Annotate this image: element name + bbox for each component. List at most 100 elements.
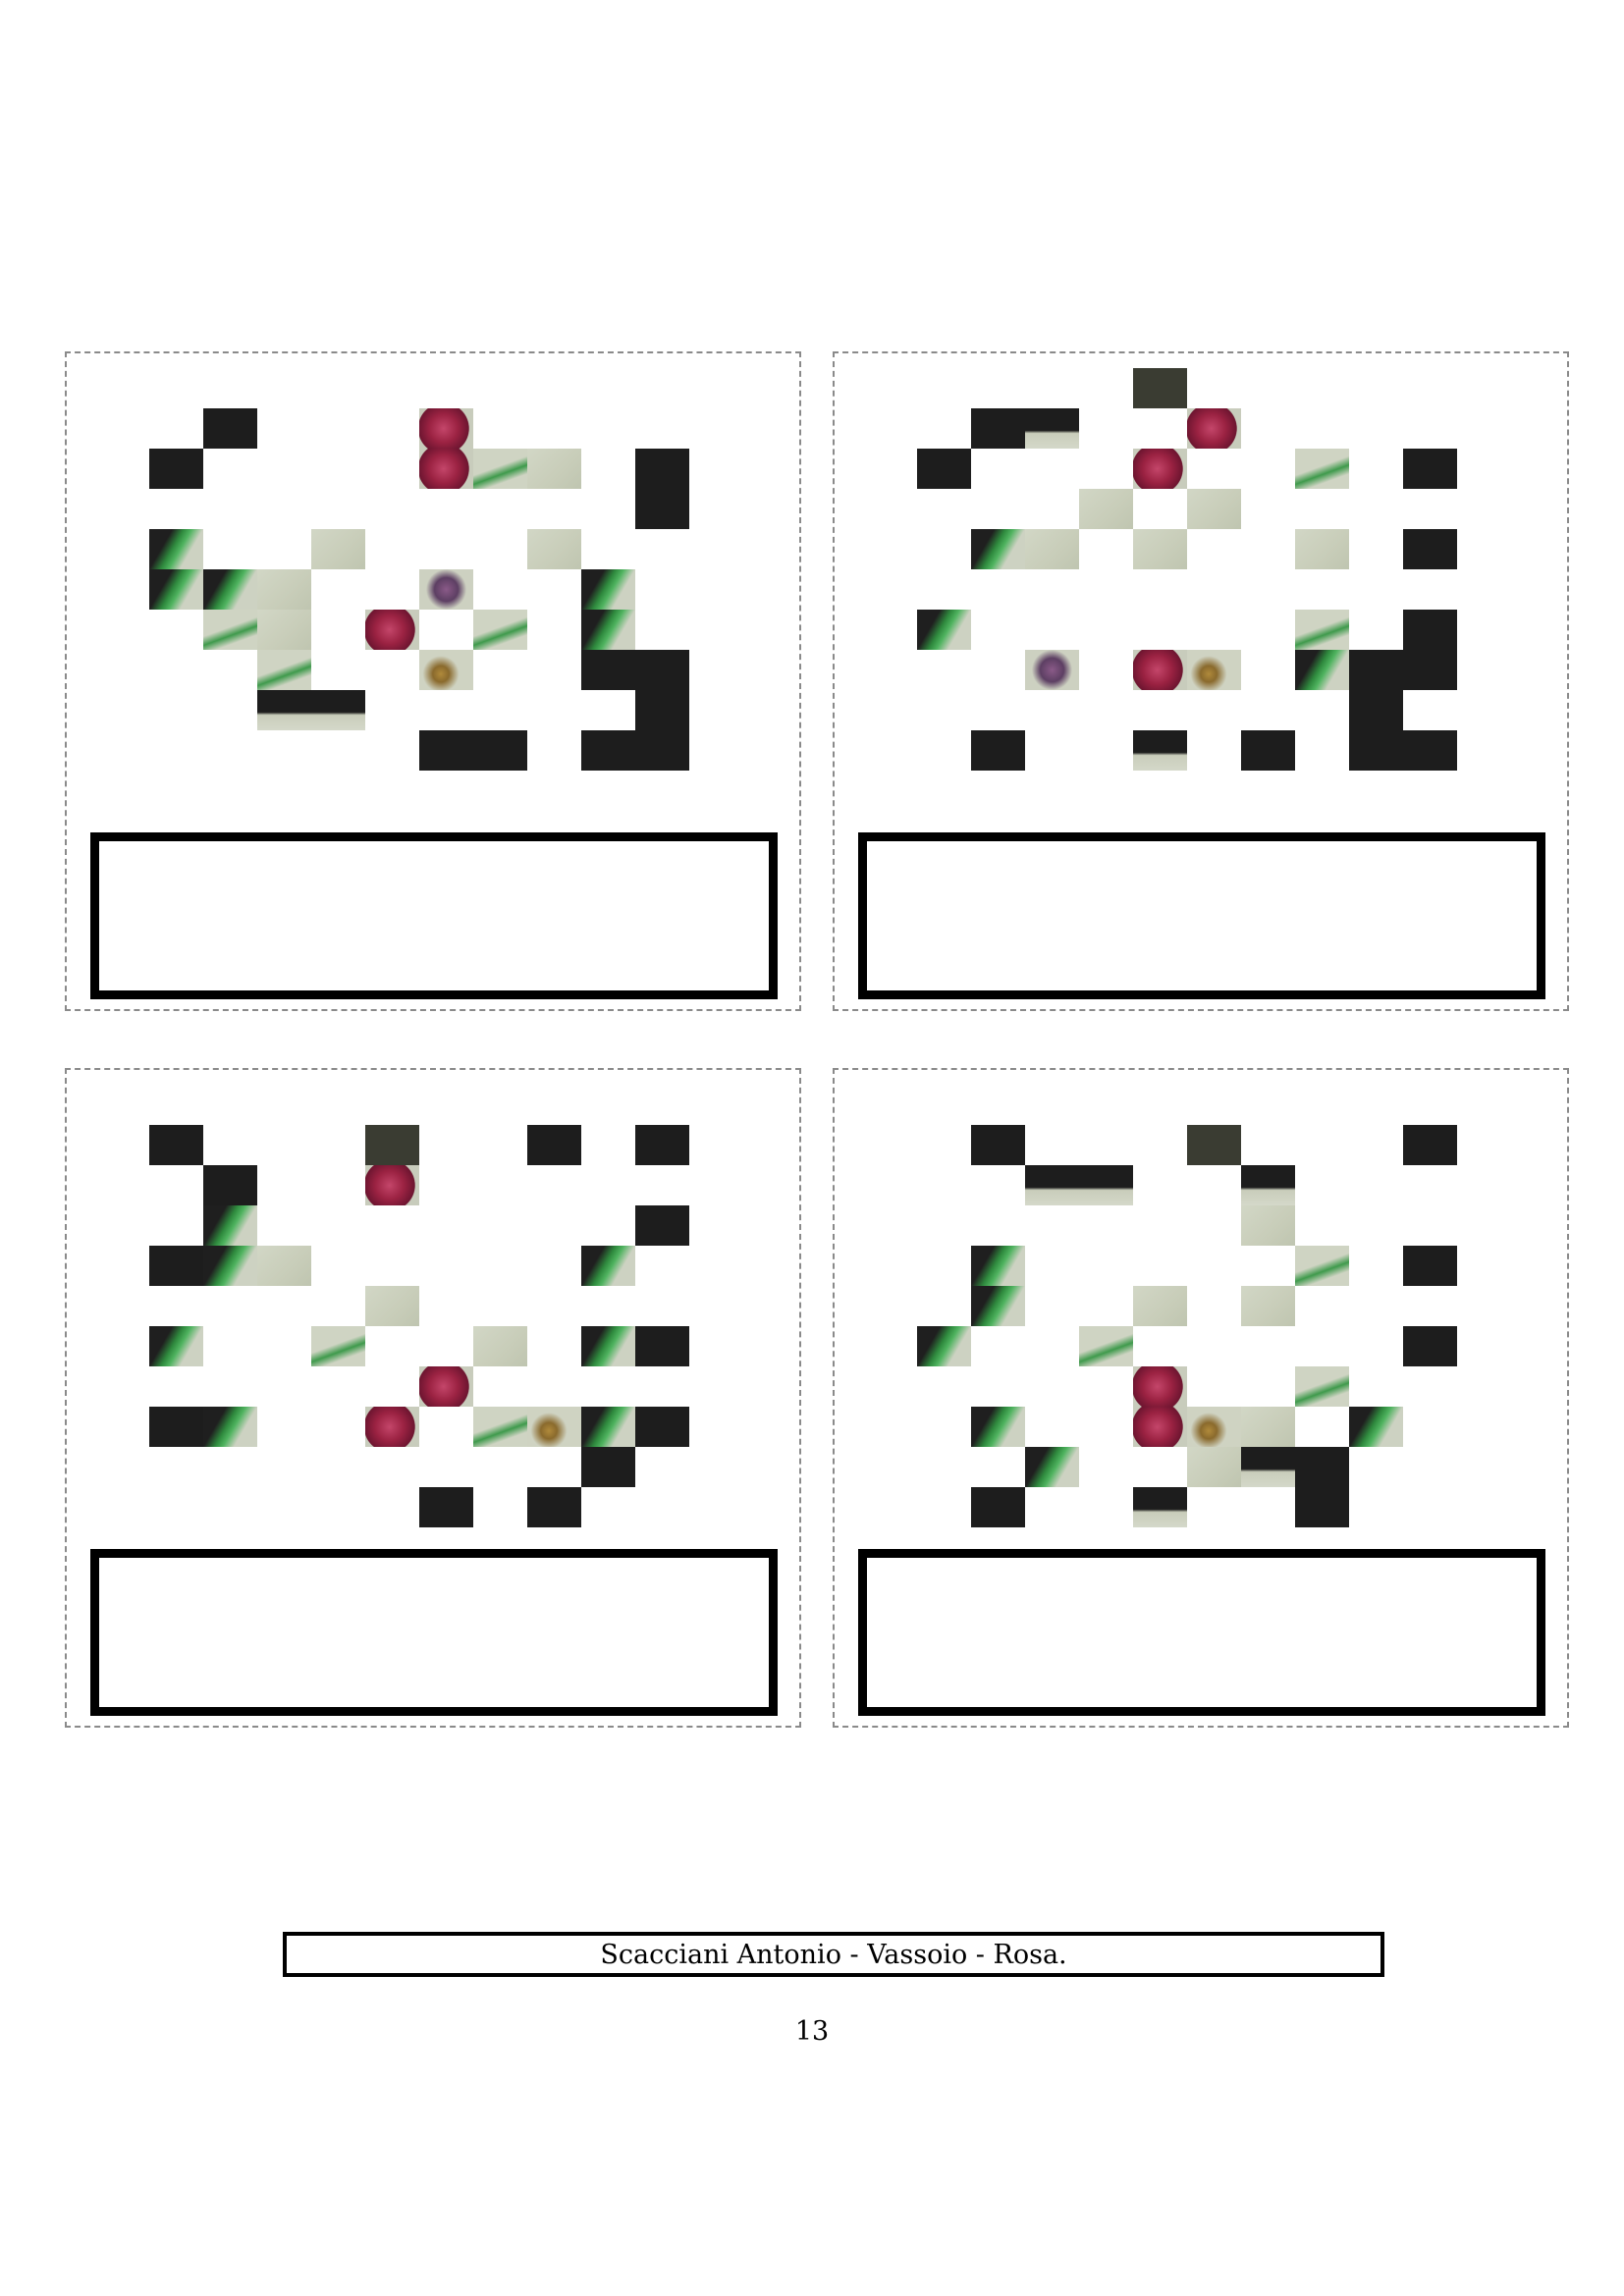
tile xyxy=(473,1326,527,1366)
tile xyxy=(1187,408,1241,449)
tile xyxy=(1295,1447,1349,1487)
tile xyxy=(917,610,971,650)
tile xyxy=(1079,489,1133,529)
tile xyxy=(527,449,581,489)
tile xyxy=(971,529,1025,569)
tile xyxy=(971,1246,1025,1286)
tile xyxy=(1295,1366,1349,1407)
tile xyxy=(1025,1165,1079,1205)
tile xyxy=(917,449,971,489)
tile xyxy=(149,1246,203,1286)
tile xyxy=(581,730,635,771)
tile xyxy=(1295,610,1349,650)
tile xyxy=(257,610,311,650)
tile xyxy=(1403,1125,1457,1165)
answer-box-1[interactable] xyxy=(90,832,778,999)
tile xyxy=(1187,1447,1241,1487)
tile xyxy=(1079,1326,1133,1366)
puzzle-card-2 xyxy=(833,351,1569,1011)
tile xyxy=(635,449,689,489)
page-number: 13 xyxy=(794,2016,830,2047)
tile xyxy=(473,730,527,771)
tile xyxy=(581,1447,635,1487)
tile xyxy=(1187,650,1241,690)
tile xyxy=(473,449,527,489)
tile xyxy=(1403,449,1457,489)
tile xyxy=(1133,1366,1187,1407)
tile xyxy=(581,1326,635,1366)
tile xyxy=(1079,1165,1133,1205)
tile xyxy=(149,529,203,569)
tile xyxy=(1025,408,1079,449)
tile xyxy=(203,1246,257,1286)
tile xyxy=(257,690,311,730)
puzzle-tiles-2 xyxy=(917,368,1457,786)
tile xyxy=(1133,730,1187,771)
tile xyxy=(1403,730,1457,771)
tile xyxy=(1133,449,1187,489)
tile xyxy=(311,690,365,730)
tile xyxy=(365,1286,419,1326)
tile xyxy=(203,1165,257,1205)
tile xyxy=(581,610,635,650)
tile xyxy=(971,408,1025,449)
tile xyxy=(1403,529,1457,569)
tile xyxy=(1187,1407,1241,1447)
tile xyxy=(635,489,689,529)
tile xyxy=(971,1487,1025,1527)
tile xyxy=(1403,1326,1457,1366)
puzzle-card-1 xyxy=(65,351,801,1011)
tile xyxy=(419,650,473,690)
tile xyxy=(1241,730,1295,771)
tile xyxy=(527,1125,581,1165)
tile xyxy=(635,1125,689,1165)
tile xyxy=(1349,690,1403,730)
tile xyxy=(311,1326,365,1366)
tile xyxy=(1295,1487,1349,1527)
tile xyxy=(365,1165,419,1205)
tile xyxy=(1133,1407,1187,1447)
tile xyxy=(1241,1407,1295,1447)
tile xyxy=(203,569,257,610)
puzzle-tiles-4 xyxy=(917,1125,1457,1527)
tile xyxy=(1133,1286,1187,1326)
puzzle-tiles-3 xyxy=(149,1125,689,1527)
tile xyxy=(1133,368,1187,408)
tile xyxy=(1025,1447,1079,1487)
tile xyxy=(473,1407,527,1447)
tile xyxy=(473,610,527,650)
tile xyxy=(1295,650,1349,690)
tile xyxy=(635,1205,689,1246)
tile xyxy=(1403,1246,1457,1286)
tile xyxy=(971,1125,1025,1165)
tile xyxy=(365,1125,419,1165)
tile xyxy=(203,610,257,650)
tile xyxy=(365,1407,419,1447)
tile xyxy=(527,1407,581,1447)
puzzle-card-3 xyxy=(65,1068,801,1728)
tile xyxy=(203,1205,257,1246)
tile xyxy=(419,569,473,610)
answer-box-2[interactable] xyxy=(858,832,1545,999)
tile xyxy=(1295,449,1349,489)
answer-box-4[interactable] xyxy=(858,1549,1545,1716)
tile xyxy=(581,569,635,610)
answer-box-3[interactable] xyxy=(90,1549,778,1716)
tile xyxy=(971,1286,1025,1326)
caption-box: Scacciani Antonio - Vassoio - Rosa. xyxy=(283,1932,1384,1977)
tile xyxy=(971,730,1025,771)
tile xyxy=(1349,1407,1403,1447)
puzzle-tiles-1 xyxy=(149,408,689,786)
tile xyxy=(365,610,419,650)
tile xyxy=(311,529,365,569)
tile xyxy=(203,408,257,449)
tile xyxy=(1133,650,1187,690)
tile xyxy=(1295,529,1349,569)
tile xyxy=(1349,730,1403,771)
tile xyxy=(257,650,311,690)
tile xyxy=(917,1326,971,1366)
tile xyxy=(581,1407,635,1447)
tile xyxy=(1241,1205,1295,1246)
tile xyxy=(419,1366,473,1407)
tile xyxy=(635,690,689,730)
